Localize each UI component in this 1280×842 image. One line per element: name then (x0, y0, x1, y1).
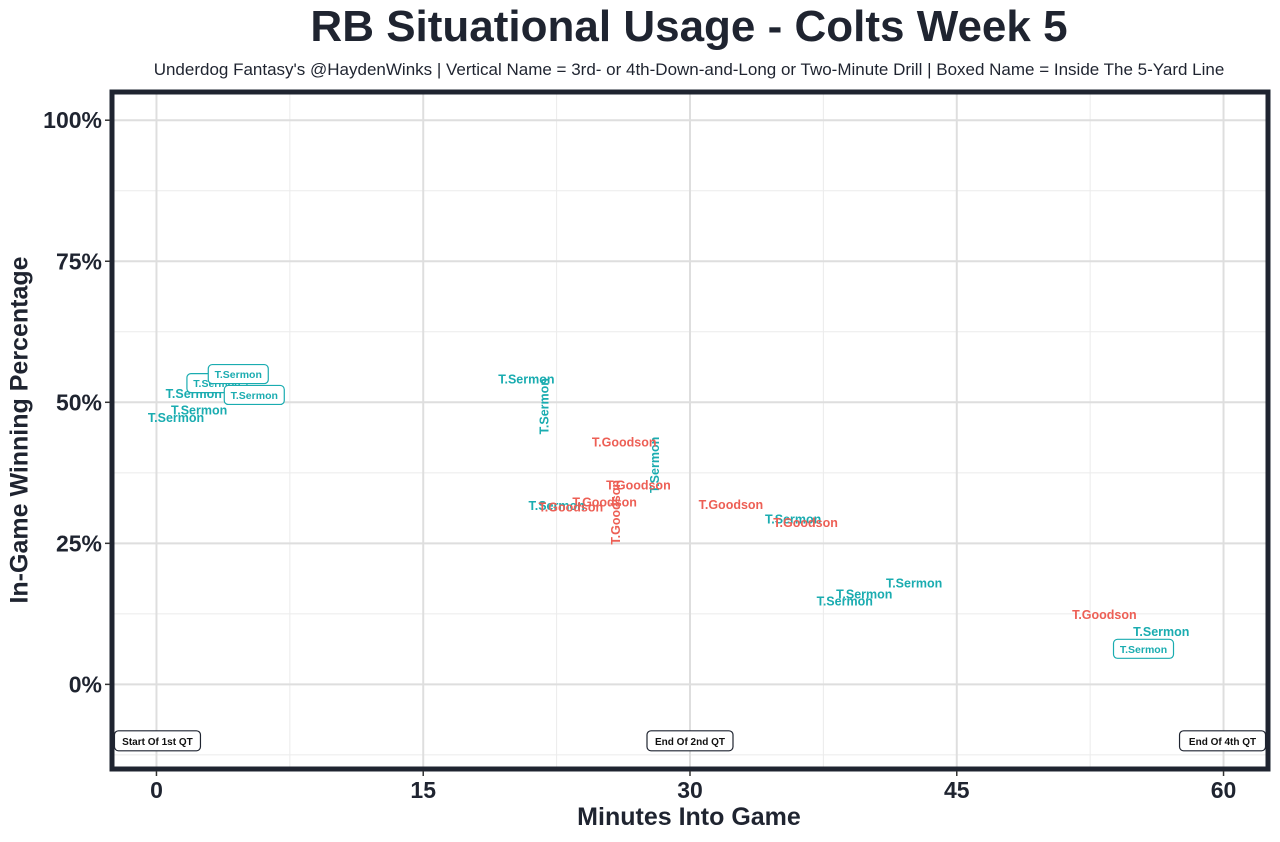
axis-ticks: 0 15 30 45 60 0% 25% 50% 75% 100% (43, 107, 1236, 803)
data-label: T.Sermon (148, 411, 204, 425)
y-tick-label: 25% (56, 530, 102, 556)
annotation-text: End Of 2nd QT (655, 737, 725, 748)
data-label: T.Goodson (572, 496, 637, 510)
quarter-annotations: Start Of 1st QT End Of 2nd QT End Of 4th Q… (113, 730, 1267, 752)
data-label: T.Sermon (498, 373, 554, 387)
data-label: T.Goodson (606, 479, 671, 493)
data-label: T.Sermon (528, 499, 584, 513)
x-axis-label: Minutes Into Game (577, 803, 801, 831)
vertical-data-label: T.Sermon (538, 378, 552, 434)
y-tick-label: 100% (43, 107, 102, 133)
y-tick-label: 50% (56, 389, 102, 415)
annotation-text: Start Of 1st QT (122, 737, 193, 748)
data-label: T.Goodson (592, 435, 657, 449)
x-tick-label: 45 (944, 777, 970, 803)
x-tick-label: 0 (150, 777, 163, 803)
x-tick-label: 30 (677, 777, 703, 803)
annotation-text: End Of 4th QT (1189, 737, 1256, 748)
x-tick-label: 15 (410, 777, 436, 803)
data-label: T.Goodson (773, 516, 838, 530)
boxed-data-label: T.Sermon (1112, 638, 1175, 659)
quarter-annotation: End Of 2nd QT (646, 730, 734, 752)
data-label: T.Sermon (1133, 625, 1189, 639)
plot-frame (109, 89, 1271, 772)
chart-title: RB Situational Usage - Colts Week 5 (310, 2, 1068, 51)
boxed-data-label: T.Sermon (207, 363, 269, 385)
annotation-box (646, 730, 734, 752)
data-label: T.Sermon (215, 369, 262, 381)
data-label: T.Sermon (1120, 644, 1167, 656)
data-label: T.Goodson (539, 501, 604, 515)
data-label: T.Goodson (699, 498, 764, 512)
label-box (1112, 638, 1175, 659)
quarter-annotation: Start Of 1st QT (113, 730, 202, 752)
data-label: T.Sermon (231, 390, 278, 402)
grid-lines (112, 92, 1268, 769)
boxed-data-label: T.Sermon (223, 384, 285, 406)
data-labels: T.SermonT.SermonT.SermonT.SermonT.Sermon… (148, 363, 1189, 659)
y-tick-label: 0% (69, 671, 102, 697)
data-label: T.Sermon (765, 513, 821, 527)
data-label: T.Sermon (886, 576, 942, 590)
data-label: T.Goodson (1072, 608, 1137, 622)
y-tick-label: 75% (56, 248, 102, 274)
data-label: T.Sermon (817, 594, 873, 608)
x-tick-label: 60 (1211, 777, 1237, 803)
vertical-data-label: T.Goodson (609, 480, 623, 545)
data-label: T.Sermon (171, 404, 227, 418)
vertical-data-label: T.Sermon (648, 437, 662, 493)
data-label: T.Sermon (836, 588, 892, 602)
label-box (207, 363, 269, 385)
chart-subtitle: Underdog Fantasy's @HaydenWinks | Vertic… (153, 60, 1225, 79)
label-box (223, 384, 285, 406)
quarter-annotation: End Of 4th QT (1178, 730, 1267, 752)
